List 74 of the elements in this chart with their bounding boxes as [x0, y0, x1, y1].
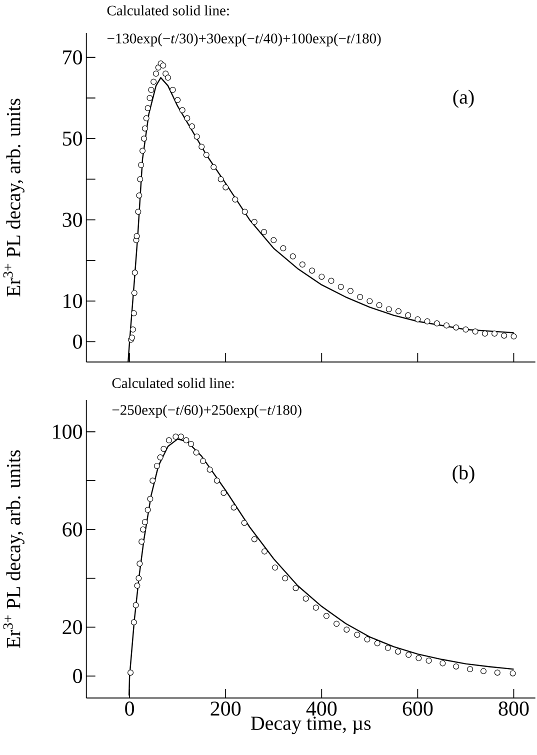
point: [172, 434, 178, 440]
y-tick-label: 0: [72, 668, 82, 684]
point: [272, 564, 278, 571]
point: [354, 632, 360, 638]
point: [394, 648, 401, 655]
point: [193, 450, 200, 456]
point: [132, 602, 139, 608]
point: [480, 668, 486, 674]
text: Calculated solid line:: [112, 378, 234, 388]
x-tick-label: 600: [402, 702, 432, 716]
point: [160, 446, 166, 452]
point: [282, 575, 288, 582]
point: [130, 619, 137, 626]
point: [178, 434, 184, 440]
y-tick-label: 30: [62, 212, 82, 227]
point: [374, 640, 380, 646]
point: [136, 575, 142, 582]
point: [166, 437, 172, 444]
point: [415, 655, 422, 662]
point: [494, 670, 500, 676]
point: [312, 604, 319, 611]
point: [261, 548, 268, 554]
point: [200, 458, 206, 464]
point: [241, 520, 248, 526]
point: [157, 454, 164, 460]
text: Calculated solid line:: [107, 5, 229, 16]
point: [149, 478, 156, 484]
point: [220, 490, 227, 496]
y-tick-label: 20: [62, 620, 82, 634]
x-tick-label: 200: [210, 702, 240, 716]
point: [466, 666, 473, 672]
point: [188, 440, 194, 447]
point: [127, 670, 134, 676]
point: [230, 504, 237, 510]
x-tick-label: 0: [124, 702, 134, 716]
point: [154, 462, 160, 469]
point: [384, 644, 391, 651]
y-tick-label: 50: [62, 132, 82, 146]
annotation: −250exp(−t/60)+250exp(−t/180): [112, 404, 302, 418]
y-tick-label: 70: [63, 50, 82, 64]
y-axis-title: Er$^{3+}$ PL decay, arb. units: [3, 450, 24, 648]
point: [140, 526, 146, 532]
y-tick-label: 10: [63, 294, 82, 308]
point: [138, 538, 144, 545]
point: [134, 582, 140, 589]
point: [364, 636, 370, 642]
y-tick-label: 60: [62, 522, 82, 537]
point: [302, 596, 309, 602]
x-tick-label: 400: [306, 702, 336, 716]
x-axis-title: Decay time, µs: [250, 716, 370, 734]
point: [183, 437, 190, 444]
y-axis-title: Er$^{3+}$ PL decay, arb. units: [3, 98, 24, 296]
point: [206, 466, 213, 473]
point: [147, 496, 154, 502]
point: [343, 626, 350, 633]
point: [439, 660, 446, 666]
annotation: (a): [453, 90, 474, 108]
annotation: −130exp(−t/30)+30exp(−t/40)+100exp(−t/180): [107, 33, 381, 46]
point: [142, 519, 148, 526]
y-tick-label: 0: [72, 334, 82, 349]
annotation: (b): [452, 465, 474, 484]
point: [136, 560, 142, 567]
point: [251, 536, 258, 542]
point: [214, 478, 220, 484]
x-tick-label: 800: [498, 702, 529, 716]
y-tick-label: 100: [52, 424, 82, 439]
point: [323, 612, 330, 619]
point: [333, 620, 340, 627]
point: [405, 652, 412, 658]
point: [292, 585, 299, 592]
point: [510, 670, 516, 676]
point: [452, 663, 459, 670]
point: [426, 658, 432, 664]
point: [144, 506, 151, 513]
